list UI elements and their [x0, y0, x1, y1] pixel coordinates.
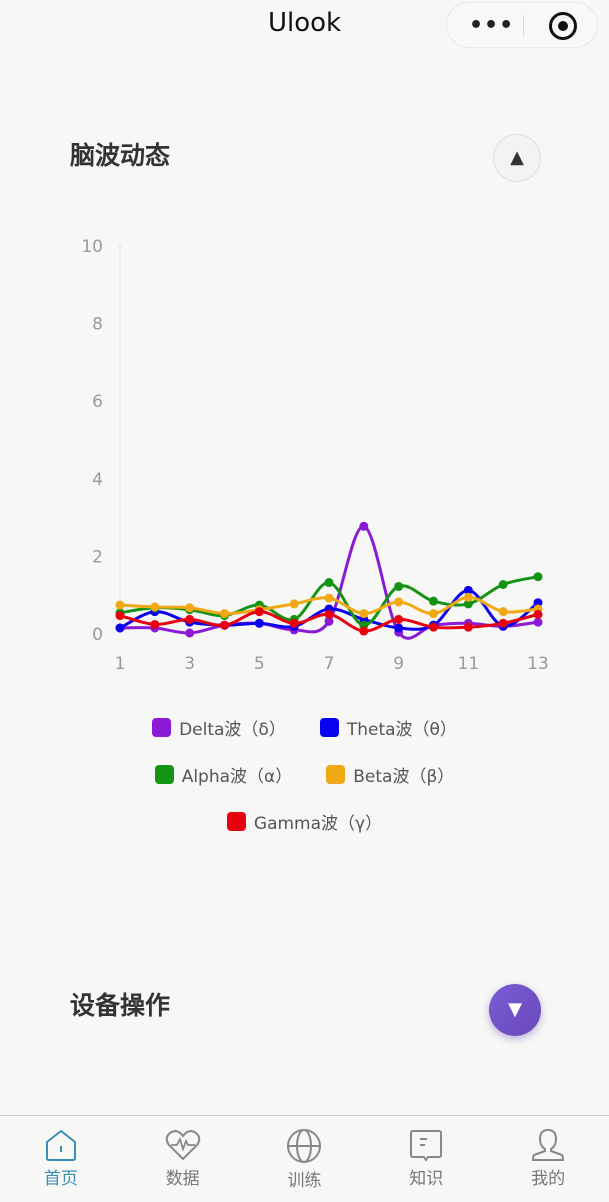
data-point[interactable] — [185, 614, 195, 624]
y-tick-label: 2 — [92, 547, 103, 567]
user-icon — [532, 1128, 565, 1161]
legend-label: Beta波（β） — [353, 767, 455, 787]
tab-label: 我的 — [531, 1169, 566, 1189]
nav-bar: Ulook ••• — [0, 0, 609, 50]
brainwave-section-title: 脑波动态 — [70, 141, 171, 170]
data-point[interactable] — [463, 599, 473, 609]
data-point[interactable] — [498, 607, 508, 617]
legend-beta[interactable]: Beta波（β） — [326, 762, 454, 787]
legend-swatch — [154, 765, 174, 784]
data-point[interactable] — [289, 599, 299, 609]
data-point[interactable] — [359, 626, 369, 636]
x-tick-label: 9 — [393, 654, 404, 674]
data-point[interactable] — [220, 620, 229, 630]
tab-training[interactable]: 训练 — [244, 1116, 366, 1202]
tab-label: 数据 — [165, 1169, 200, 1189]
data-point[interactable] — [254, 607, 264, 617]
app-title: Ulook — [267, 8, 342, 38]
data-point[interactable] — [533, 609, 543, 619]
close-target-icon[interactable] — [549, 12, 577, 40]
data-point[interactable] — [289, 618, 299, 628]
data-point[interactable] — [463, 622, 473, 632]
data-point[interactable] — [394, 581, 404, 591]
legend-gamma[interactable]: Gamma波（γ） — [226, 809, 383, 834]
chart-legend: Delta波（δ） Theta波（θ） Alpha波（α） Beta波（β） G… — [0, 704, 609, 845]
data-point[interactable] — [429, 609, 438, 619]
data-point[interactable] — [115, 623, 125, 633]
expand-button[interactable]: ▼ — [489, 984, 541, 1036]
tab-bar: 首页 数据 训练 知识 我的 — [0, 1115, 609, 1202]
globe-icon — [287, 1129, 322, 1163]
data-point[interactable] — [150, 602, 160, 612]
mini-program-capsule: ••• — [446, 2, 598, 48]
x-tick-label: 7 — [324, 654, 335, 674]
data-point[interactable] — [429, 596, 438, 606]
data-point[interactable] — [533, 598, 543, 608]
data-point[interactable] — [220, 609, 229, 619]
device-section-title: 设备操作 — [70, 991, 171, 1020]
data-point[interactable] — [533, 617, 543, 627]
message-icon — [410, 1130, 443, 1162]
legend-label: Alpha波（α） — [181, 767, 293, 787]
data-point[interactable] — [324, 609, 334, 619]
data-point[interactable] — [498, 618, 508, 628]
data-point[interactable] — [394, 597, 404, 607]
x-tick-label: 13 — [527, 654, 549, 674]
x-tick-label: 3 — [184, 654, 195, 674]
y-tick-label: 0 — [92, 625, 103, 645]
legend-alpha[interactable]: Alpha波（α） — [154, 762, 293, 787]
data-point[interactable] — [498, 580, 508, 589]
legend-swatch — [226, 812, 246, 831]
tab-data[interactable]: 数据 — [122, 1116, 244, 1202]
data-point[interactable] — [394, 614, 404, 624]
legend-theta[interactable]: Theta波（θ） — [319, 715, 457, 740]
legend-swatch — [152, 718, 172, 737]
legend-label: Theta波（θ） — [346, 720, 457, 740]
legend-label: Delta波（δ） — [179, 720, 286, 740]
data-point[interactable] — [359, 521, 369, 531]
data-point[interactable] — [254, 618, 264, 628]
tab-home[interactable]: 首页 — [0, 1116, 122, 1202]
data-point[interactable] — [463, 585, 473, 595]
legend-delta[interactable]: Delta波（δ） — [152, 715, 286, 740]
data-point[interactable] — [185, 628, 195, 638]
tab-label: 训练 — [287, 1171, 322, 1191]
y-tick-label: 8 — [92, 315, 103, 335]
data-point[interactable] — [463, 592, 473, 602]
data-point[interactable] — [533, 572, 543, 582]
legend-swatch — [319, 718, 339, 737]
more-button[interactable]: ••• — [469, 13, 515, 38]
data-point[interactable] — [185, 603, 195, 613]
legend-label: Gamma波（γ） — [253, 814, 383, 834]
x-tick-label: 5 — [254, 654, 265, 674]
tab-knowledge[interactable]: 知识 — [365, 1116, 487, 1202]
tab-label: 知识 — [409, 1169, 444, 1189]
home-icon — [45, 1129, 76, 1161]
tab-label: 首页 — [43, 1169, 78, 1189]
data-point[interactable] — [324, 616, 334, 626]
collapse-button[interactable]: ▲ — [493, 134, 541, 182]
y-tick-label: 4 — [92, 470, 103, 490]
data-point[interactable] — [115, 600, 125, 610]
data-point[interactable] — [359, 609, 369, 619]
heart-pulse-icon — [165, 1130, 200, 1161]
data-point[interactable] — [115, 611, 125, 621]
x-tick-label: 11 — [458, 654, 480, 674]
tab-profile[interactable]: 我的 — [487, 1116, 609, 1202]
y-tick-label: 6 — [92, 392, 103, 412]
data-point[interactable] — [324, 593, 334, 603]
data-point[interactable] — [324, 578, 334, 588]
x-tick-label: 1 — [115, 654, 126, 674]
data-point[interactable] — [429, 622, 438, 632]
data-point[interactable] — [150, 619, 160, 629]
y-tick-label: 10 — [81, 237, 103, 257]
plot-area — [115, 521, 543, 640]
legend-swatch — [326, 765, 346, 784]
capsule-divider — [523, 15, 524, 37]
data-point[interactable] — [394, 623, 404, 633]
